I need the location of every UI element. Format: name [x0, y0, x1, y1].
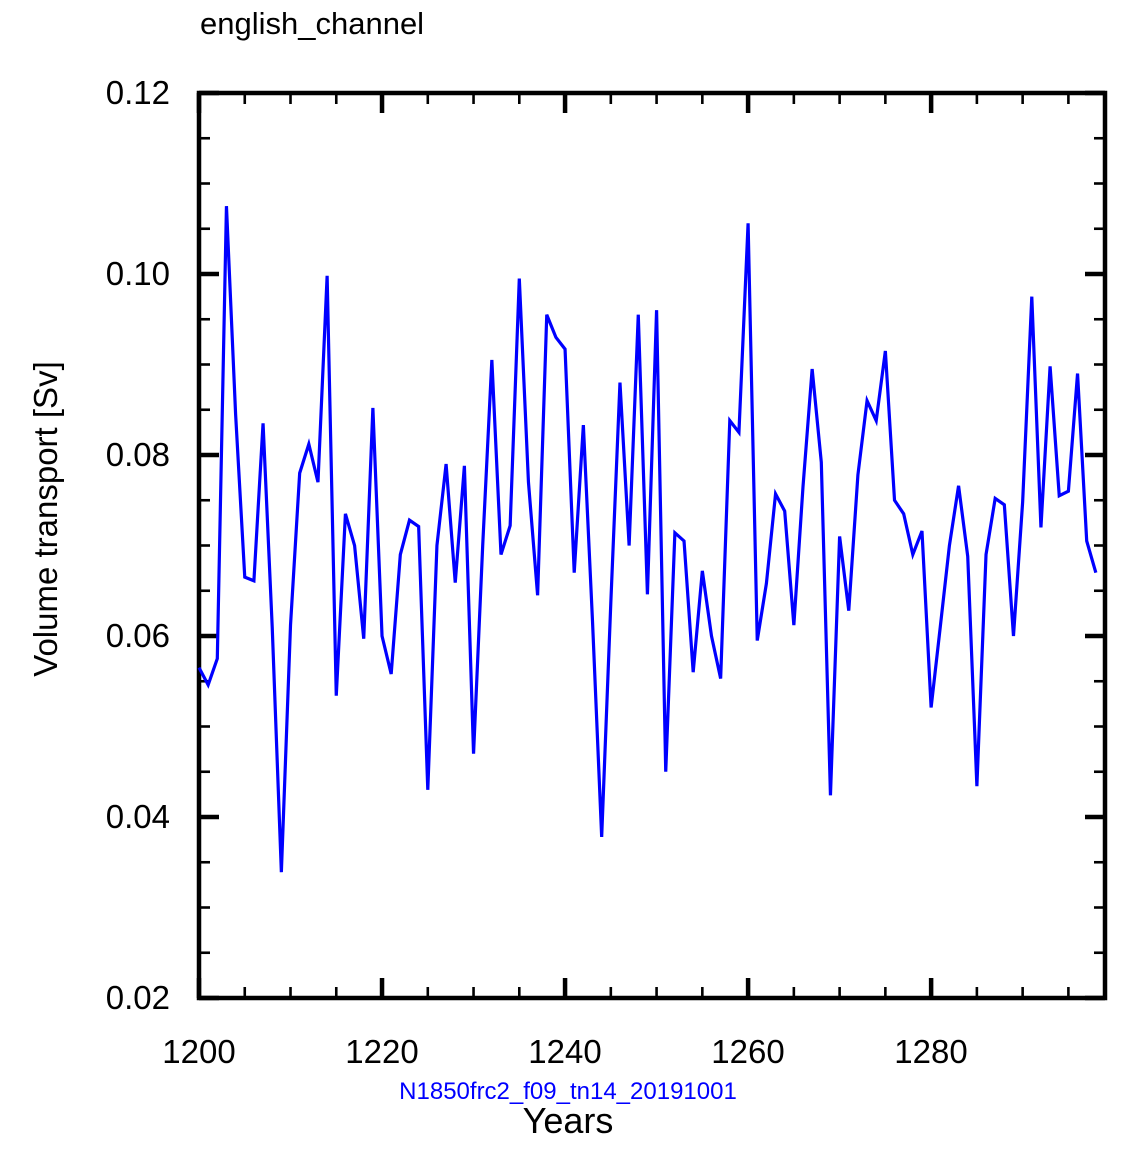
- plot-frame: [196, 90, 1108, 1001]
- x-tick-label-1260: 1260: [711, 1033, 785, 1070]
- y-tick-label-0.12: 0.12: [105, 74, 170, 111]
- x-tick-label-1240: 1240: [528, 1033, 602, 1070]
- x-tick-label-1200: 1200: [162, 1033, 236, 1070]
- run-annotation: N1850frc2_f09_tn14_20191001: [399, 1078, 737, 1105]
- y-tick-label-0.02: 0.02: [105, 979, 170, 1016]
- data-series-group: [197, 206, 1098, 873]
- axis-ticks: [196, 90, 1105, 1001]
- x-tick-label-1220: 1220: [345, 1033, 419, 1070]
- x-axis-label: Years: [522, 1100, 614, 1141]
- x-tick-label-1280: 1280: [894, 1033, 968, 1070]
- series-line-0: [197, 206, 1098, 873]
- chart-title: english_channel: [200, 6, 425, 41]
- y-tick-label-0.06: 0.06: [105, 617, 170, 654]
- axes-frame: [196, 90, 1108, 1001]
- y-tick-label-0.10: 0.10: [105, 255, 170, 292]
- y-tick-label-0.08: 0.08: [105, 436, 170, 473]
- y-tick-label-0.04: 0.04: [105, 798, 170, 835]
